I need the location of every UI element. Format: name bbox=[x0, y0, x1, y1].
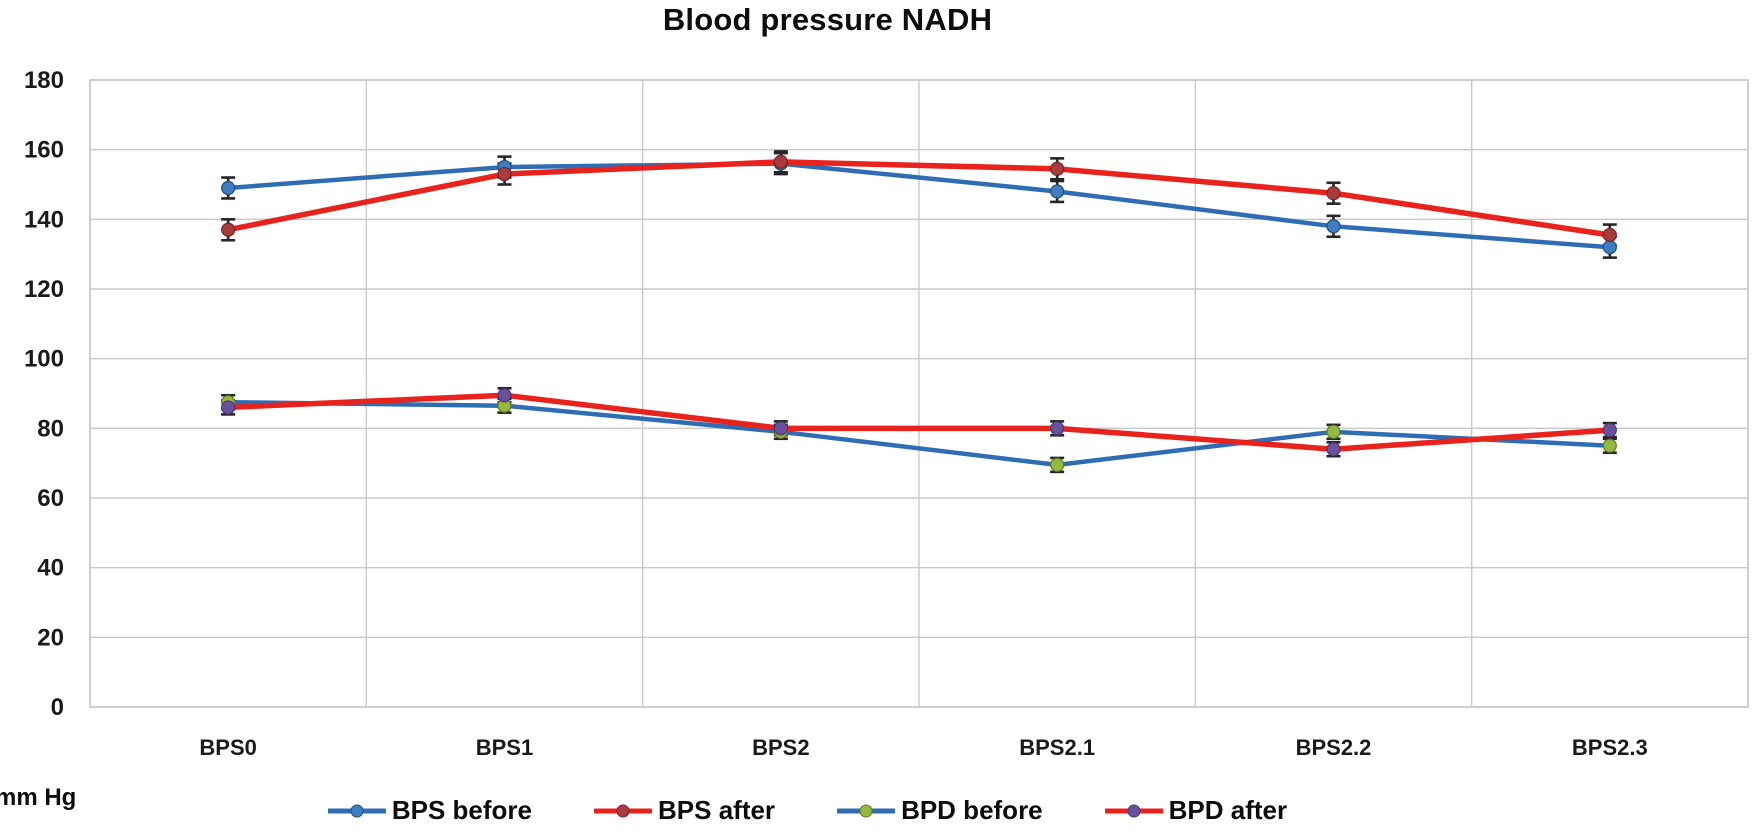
y-tick-label: 160 bbox=[24, 137, 64, 164]
legend-item-bps-before: BPS before bbox=[327, 795, 533, 826]
data-point bbox=[1602, 422, 1617, 438]
legend-label: BPD after bbox=[1168, 795, 1288, 825]
y-tick-label: 120 bbox=[24, 276, 64, 303]
x-tick-label: BPS2 bbox=[752, 735, 809, 760]
unit-label: mm Hg bbox=[0, 784, 77, 811]
legend-item-bps-after: BPS after bbox=[594, 795, 775, 826]
legend-label: BPS before bbox=[391, 795, 533, 825]
data-point bbox=[1326, 219, 1341, 234]
legend-label: BPD before bbox=[901, 795, 1043, 825]
series-markers bbox=[221, 154, 1617, 473]
gridlines bbox=[89, 79, 1749, 708]
y-tick-label: 60 bbox=[37, 485, 64, 512]
data-point bbox=[1602, 227, 1617, 243]
x-tick-label: BPS2.3 bbox=[1572, 735, 1648, 760]
legend-item-bpd-before: BPD before bbox=[837, 795, 1043, 826]
data-point bbox=[1602, 438, 1617, 453]
data-point bbox=[1050, 184, 1065, 199]
data-point bbox=[773, 421, 788, 436]
data-point bbox=[1050, 457, 1065, 473]
data-point bbox=[1326, 442, 1341, 457]
x-tick-label: BPS2.1 bbox=[1019, 735, 1095, 760]
legend-marker-icon bbox=[594, 804, 653, 817]
y-tick-label: 100 bbox=[24, 346, 64, 373]
series-line-bps-after bbox=[225, 159, 1613, 238]
legend-marker-icon bbox=[837, 804, 896, 817]
data-point bbox=[1050, 421, 1065, 436]
legend-marker-icon bbox=[1104, 804, 1163, 817]
legend-marker-icon bbox=[327, 804, 386, 817]
data-point bbox=[221, 222, 236, 237]
y-axis: 0 20 40 60 80 100 120 140 160 180 bbox=[24, 67, 64, 721]
y-tick-label: 0 bbox=[51, 694, 64, 721]
legend-label: BPS after bbox=[658, 795, 776, 825]
data-point bbox=[773, 154, 788, 169]
y-tick-label: 180 bbox=[24, 67, 64, 94]
legend: BPS before BPS after BPD before BPD after bbox=[0, 795, 1685, 826]
plot-border bbox=[89, 79, 1749, 708]
series-line-bps-before bbox=[225, 161, 1613, 250]
data-point bbox=[497, 388, 512, 403]
y-tick-label: 80 bbox=[37, 415, 64, 442]
y-tick-label: 40 bbox=[37, 555, 64, 582]
chart-title: Blood pressure NADH bbox=[662, 2, 993, 37]
x-tick-label: BPS1 bbox=[476, 735, 533, 760]
data-point bbox=[497, 166, 512, 182]
data-point bbox=[1326, 424, 1341, 439]
series-line-bpd-before bbox=[225, 399, 1613, 468]
data-point bbox=[1050, 161, 1065, 176]
x-tick-label: BPS2.2 bbox=[1296, 735, 1372, 760]
data-point bbox=[1326, 186, 1341, 201]
data-point bbox=[1602, 240, 1617, 255]
data-point bbox=[221, 400, 236, 415]
y-tick-label: 20 bbox=[37, 624, 64, 651]
data-point bbox=[221, 180, 236, 196]
legend-item-bpd-after: BPD after bbox=[1104, 795, 1288, 826]
x-axis: BPS0 BPS1 BPS2 BPS2.1 BPS2.2 BPS2.3 bbox=[199, 735, 1647, 760]
series-line-bpd-after bbox=[225, 392, 1613, 452]
series-lines bbox=[225, 159, 1613, 468]
x-tick-label: BPS0 bbox=[199, 735, 256, 760]
y-tick-label: 140 bbox=[24, 206, 64, 233]
